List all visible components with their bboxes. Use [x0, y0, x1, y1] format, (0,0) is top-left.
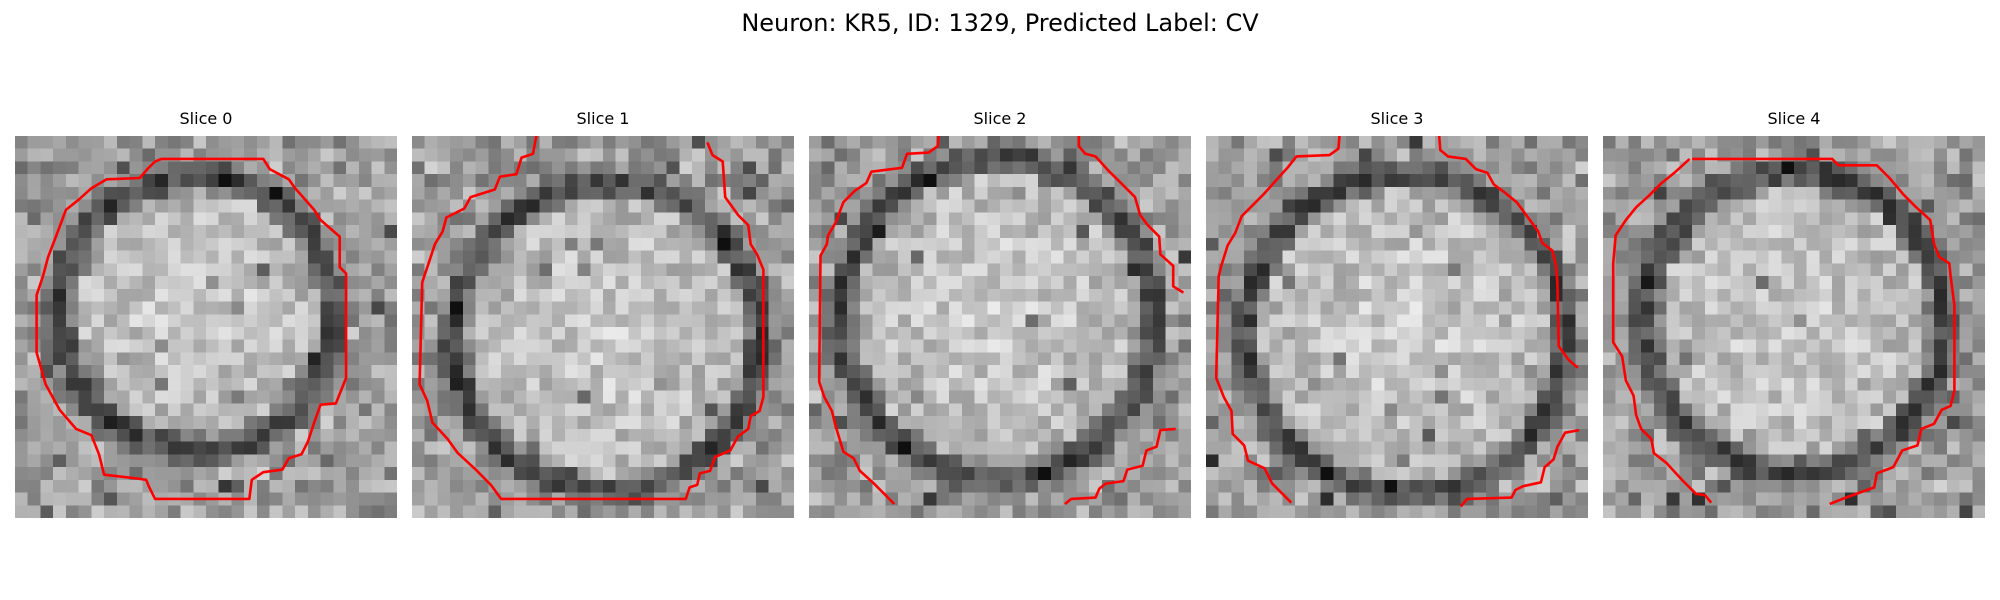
segmentation-outline: [1077, 136, 1185, 294]
slice-image-2: [809, 136, 1191, 518]
segmentation-outline: [35, 157, 348, 501]
pixel-grid: [1603, 136, 1985, 518]
segmentation-outline: [1611, 157, 1713, 504]
slice-panel-1: Slice 1: [412, 108, 794, 520]
pixel-grid: [809, 136, 1191, 518]
slice-panel-3: Slice 3: [1206, 108, 1588, 520]
slice-title-0: Slice 0: [179, 109, 233, 128]
segmentation-outline: [1692, 157, 1956, 506]
segmentation-outline: [1437, 136, 1579, 369]
slice-image-3: [1206, 136, 1588, 518]
figure-title: Neuron: KR5, ID: 1329, Predicted Label: …: [741, 9, 1259, 37]
segmentation-outline: [817, 136, 940, 505]
segmentation-outline: [418, 136, 765, 501]
segmentation-outline: [1214, 136, 1341, 504]
slice-title-2: Slice 2: [973, 109, 1027, 128]
slice-panel-4: Slice 4: [1603, 108, 1985, 520]
slice-panel-0: Slice 0: [15, 108, 397, 520]
slice-image-0: [15, 136, 397, 518]
slice-title-3: Slice 3: [1370, 109, 1424, 128]
pixel-grid: [412, 136, 794, 518]
slice-image-1: [412, 136, 794, 518]
segmentation-outline: [1459, 428, 1580, 508]
slice-title-4: Slice 4: [1767, 109, 1821, 128]
slice-title-1: Slice 1: [576, 109, 630, 128]
slice-panel-2: Slice 2: [809, 108, 1191, 520]
segmentation-outline: [1064, 427, 1176, 506]
pixel-grid: [15, 136, 397, 518]
slice-image-4: [1603, 136, 1985, 518]
